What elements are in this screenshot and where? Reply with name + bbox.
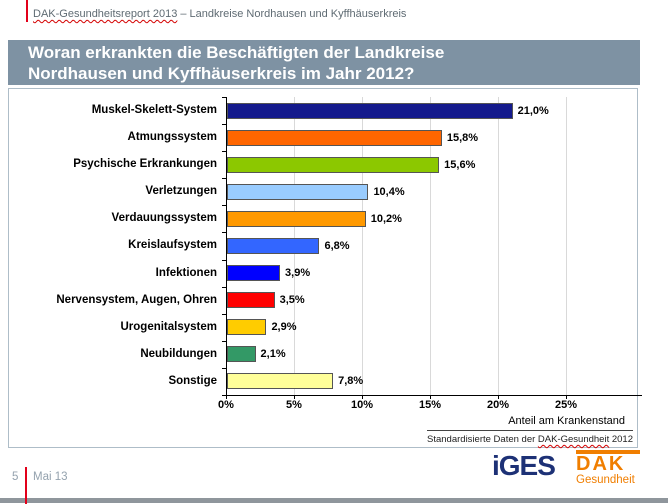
x-axis-tick	[498, 395, 499, 399]
y-axis-tick	[222, 97, 226, 98]
bar-value: 15,8%	[446, 131, 479, 144]
plot-area: 0% 5% 10% 15% 20% 25% Muskel-Skelett-System 21,…	[9, 89, 642, 447]
dak-logo: DAK Gesundheit	[576, 450, 640, 486]
gridline	[498, 97, 499, 395]
bar	[227, 292, 275, 309]
y-axis	[226, 97, 227, 395]
y-axis-tick	[222, 205, 226, 207]
bar	[227, 102, 513, 119]
page-number: 5	[12, 471, 19, 483]
y-axis-tick	[222, 340, 226, 342]
bar-value: 15,6%	[444, 158, 476, 171]
bar-value: 10,4%	[373, 185, 405, 198]
gridline	[566, 97, 567, 395]
y-axis-tick	[222, 259, 226, 261]
bar-label: Psychische Erkrankungen	[73, 158, 217, 171]
footer-date: Mai 13	[33, 471, 68, 483]
bar	[227, 319, 267, 336]
breadcrumb: DAK-Gesundheitsreport 2013 – Landkreise …	[33, 8, 406, 20]
chart: 0% 5% 10% 15% 20% 25% Muskel-Skelett-System 21,…	[8, 88, 642, 448]
bar	[227, 265, 281, 282]
bar	[227, 346, 256, 363]
bar-label: Neubildungen	[140, 347, 217, 360]
page-title-line1: Woran erkrankten die Beschäftigten der L…	[28, 43, 445, 62]
y-axis-tick	[222, 395, 226, 396]
y-axis-tick	[222, 232, 226, 234]
y-axis-tick	[222, 151, 226, 153]
gridline	[362, 97, 363, 395]
bar-value: 3,5%	[279, 294, 305, 307]
x-tick-label: 20%	[486, 399, 510, 411]
report-subtitle: – Landkreise Nordhausen und Kyffhäuserkr…	[177, 8, 407, 20]
page-title-line2: Nordhausen und Kyffhäuserkreis im Jahr 2…	[28, 64, 415, 83]
footer-red-divider	[25, 467, 27, 504]
dak-logo-bar	[576, 450, 640, 454]
bar-value: 2,9%	[271, 321, 297, 334]
x-tick-label: 15%	[418, 399, 442, 411]
bottom-bar	[0, 498, 668, 503]
bar-label: Verdauungssystem	[111, 212, 217, 225]
y-axis-tick	[222, 286, 226, 288]
bar-label: Atmungssystem	[127, 131, 217, 144]
bar	[227, 156, 440, 173]
bar	[227, 210, 366, 227]
x-axis-tick	[362, 395, 363, 399]
x-axis	[226, 395, 642, 396]
bar-value: 7,8%	[338, 375, 364, 388]
bar-label: Sonstige	[168, 374, 217, 387]
bar-label: Nervensystem, Augen, Ohren	[56, 293, 217, 306]
bar-value: 3,9%	[285, 267, 311, 280]
x-axis-tick	[566, 395, 567, 399]
x-tick-label: 25%	[554, 399, 578, 411]
bar-label: Infektionen	[155, 266, 217, 279]
bar-value: 2,1%	[260, 348, 286, 361]
x-axis-label: Anteil am Krankenstand	[508, 415, 625, 427]
y-axis-tick	[222, 313, 226, 315]
bar-value: 6,8%	[324, 240, 350, 252]
bar	[227, 129, 442, 146]
x-axis-tick	[294, 395, 295, 399]
page-title: Woran erkrankten die Beschäftigten der L…	[8, 40, 640, 85]
dak-logo-subtitle: Gesundheit	[576, 474, 635, 486]
gridline	[430, 97, 431, 395]
x-tick-label: 10%	[350, 399, 374, 411]
bar-label: Kreislaufsystem	[128, 239, 217, 252]
x-axis-tick	[430, 395, 431, 399]
x-tick-label: 5%	[286, 399, 302, 411]
source-suffix: 2012	[609, 434, 633, 445]
header-red-tick	[26, 0, 28, 22]
report-name: DAK-Gesundheitsreport 2013	[33, 8, 178, 20]
bar-label: Muskel-Skelett-System	[91, 104, 217, 116]
source-note: Standardisierte Daten der DAK-Gesundheit…	[427, 430, 633, 445]
x-axis-tick	[226, 395, 227, 399]
bar-value: 21,0%	[517, 104, 549, 117]
dak-logo-word: DAK	[576, 453, 626, 475]
bar-label: Urogenitalsystem	[120, 320, 217, 333]
iges-logo: iGES	[492, 450, 556, 481]
source-emph: DAK-Gesundheit	[537, 434, 610, 445]
y-axis-tick	[222, 367, 226, 369]
x-tick-label: 0%	[218, 399, 234, 411]
bar-value: 10,2%	[370, 212, 402, 225]
y-axis-tick	[222, 124, 226, 126]
bar	[227, 238, 320, 254]
bar-label: Verletzungen	[145, 185, 217, 198]
bar	[227, 183, 369, 200]
y-axis-tick	[222, 178, 226, 180]
source-prefix: Standardisierte Daten der	[427, 434, 538, 445]
bar	[227, 373, 334, 390]
